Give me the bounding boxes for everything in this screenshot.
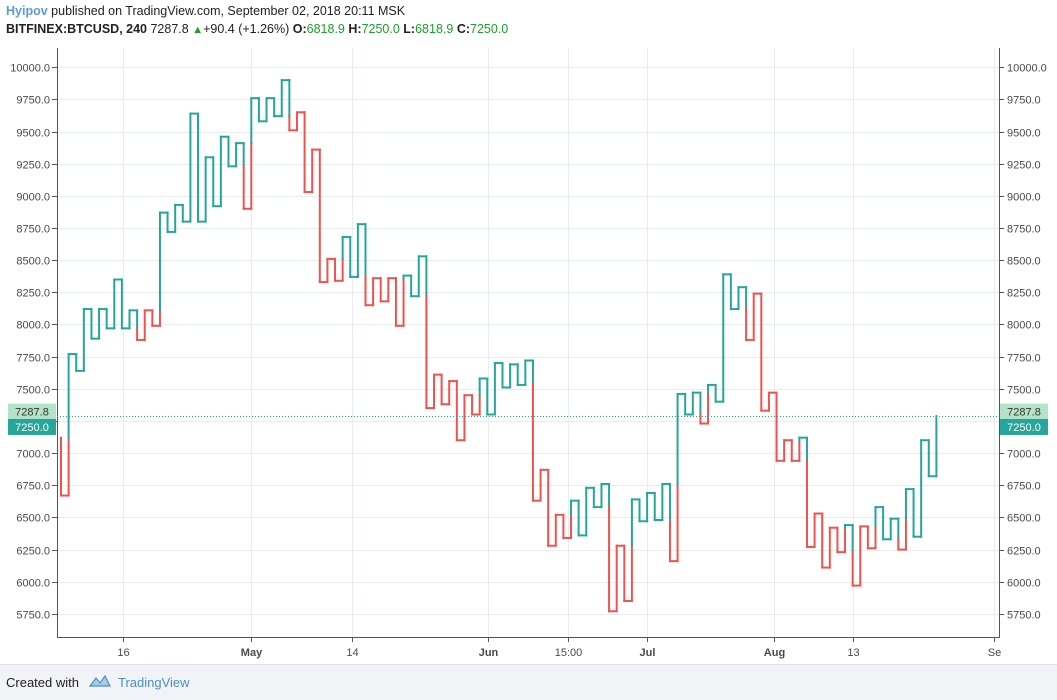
x-tick-label: 15:00 <box>555 647 583 659</box>
y-tick-label-right: 6000.0 <box>1007 578 1041 590</box>
tradingview-link[interactable]: TradingView <box>118 675 190 690</box>
close-price-label-left-bg <box>8 418 56 435</box>
chart-header: Hyipov published on TradingView.com, Sep… <box>0 0 1057 44</box>
y-tick-label-right: 6500.0 <box>1007 513 1041 525</box>
kagi-chart[interactable]: 5750.0 5750.0 6000.0 6000.0 6250.0 6250.0 6500… <box>0 44 1057 664</box>
close-price-label-right-bg <box>1000 418 1048 435</box>
y-tick-label-right: 7500.0 <box>1007 385 1041 397</box>
high-label: H: <box>348 22 362 36</box>
chart-area[interactable]: 5750.0 5750.0 6000.0 6000.0 6250.0 6250.0 6500… <box>0 44 1057 664</box>
plot-background <box>57 48 999 637</box>
close-price-label-right: 7250.0 <box>1007 422 1041 434</box>
open-value: 6818.9 <box>306 22 345 36</box>
y-tick-label-left: 9500.0 <box>16 128 50 140</box>
y-tick-label-left: 9000.0 <box>16 192 50 204</box>
y-tick-label-left: 6250.0 <box>16 546 50 558</box>
low-value: 6818.9 <box>415 22 454 36</box>
y-tick-label-left: 8750.0 <box>16 224 50 236</box>
y-tick-label-left: 8500.0 <box>16 256 50 268</box>
y-tick-label-right: 9250.0 <box>1007 160 1041 172</box>
y-tick-label-left: 7000.0 <box>16 449 50 461</box>
y-tick-label-left: 8250.0 <box>16 288 50 300</box>
y-tick-label-right: 8000.0 <box>1007 320 1041 332</box>
y-tick-label-left: 6500.0 <box>16 513 50 525</box>
close-label: C: <box>456 22 471 36</box>
up-arrow-icon: ▲ <box>192 24 204 36</box>
y-tick-label-right: 7000.0 <box>1007 449 1041 461</box>
x-tick-label: 14 <box>346 647 358 659</box>
y-tick-label-left: 6750.0 <box>16 481 50 493</box>
y-tick-label-left: 6000.0 <box>16 578 50 590</box>
y-tick-label-right: 9000.0 <box>1007 192 1041 204</box>
low-label: L: <box>403 22 416 36</box>
x-tick-label: Aug <box>764 647 785 659</box>
last-price-label-left-bg <box>8 403 56 420</box>
y-tick-label-right: 9750.0 <box>1007 95 1041 107</box>
change-value: +90.4 (+1.26%) <box>203 22 290 36</box>
last-price-label-left: 7287.8 <box>15 407 49 419</box>
y-tick-label-right: 10000.0 <box>1007 63 1047 75</box>
footer-bar: Created with TradingView <box>0 664 1057 700</box>
x-tick-label: May <box>241 647 263 659</box>
y-tick-label-left: 8000.0 <box>16 320 50 332</box>
y-tick-label-left: 10000.0 <box>10 63 50 75</box>
last-price-label-right: 7287.8 <box>1007 407 1041 419</box>
x-tick-label: 13 <box>847 647 859 659</box>
y-tick-label-right: 8250.0 <box>1007 288 1041 300</box>
x-tick-label: Jul <box>640 647 656 659</box>
last-price-label-right-bg <box>1000 403 1048 420</box>
y-tick-label-left: 7750.0 <box>16 353 50 365</box>
created-with-text: Created with <box>6 675 79 690</box>
close-price-label-left: 7250.0 <box>15 422 49 434</box>
y-tick-label-left: 9250.0 <box>16 160 50 172</box>
last-price-value: 7287.8 <box>150 22 189 36</box>
tradingview-logo-icon[interactable] <box>88 673 112 689</box>
author-link[interactable]: Hyipov <box>6 4 48 18</box>
x-tick-label: 16 <box>117 647 129 659</box>
y-tick-label-right: 6250.0 <box>1007 546 1041 558</box>
y-tick-label-left: 9750.0 <box>16 95 50 107</box>
symbol-label[interactable]: BITFINEX:BTCUSD, 240 <box>6 22 147 36</box>
y-tick-label-left: 7500.0 <box>16 385 50 397</box>
y-tick-label-right: 7750.0 <box>1007 353 1041 365</box>
y-tick-label-right: 8750.0 <box>1007 224 1041 236</box>
y-tick-label-left: 5750.0 <box>16 610 50 622</box>
x-tick-label: Se <box>988 647 1001 659</box>
symbol-legend: BITFINEX:BTCUSD, 240 7287.8 ▲+90.4 (+1.2… <box>6 22 508 36</box>
y-tick-label-right: 9500.0 <box>1007 128 1041 140</box>
close-value: 7250.0 <box>470 22 509 36</box>
y-tick-label-right: 8500.0 <box>1007 256 1041 268</box>
x-tick-label: Jun <box>479 647 499 659</box>
y-tick-label-right: 6750.0 <box>1007 481 1041 493</box>
publish-text: published on TradingView.com, September … <box>47 4 406 18</box>
y-tick-label-right: 5750.0 <box>1007 610 1041 622</box>
open-label: O: <box>292 22 307 36</box>
publish-info: Hyipov published on TradingView.com, Sep… <box>6 4 405 18</box>
high-value: 7250.0 <box>361 22 400 36</box>
